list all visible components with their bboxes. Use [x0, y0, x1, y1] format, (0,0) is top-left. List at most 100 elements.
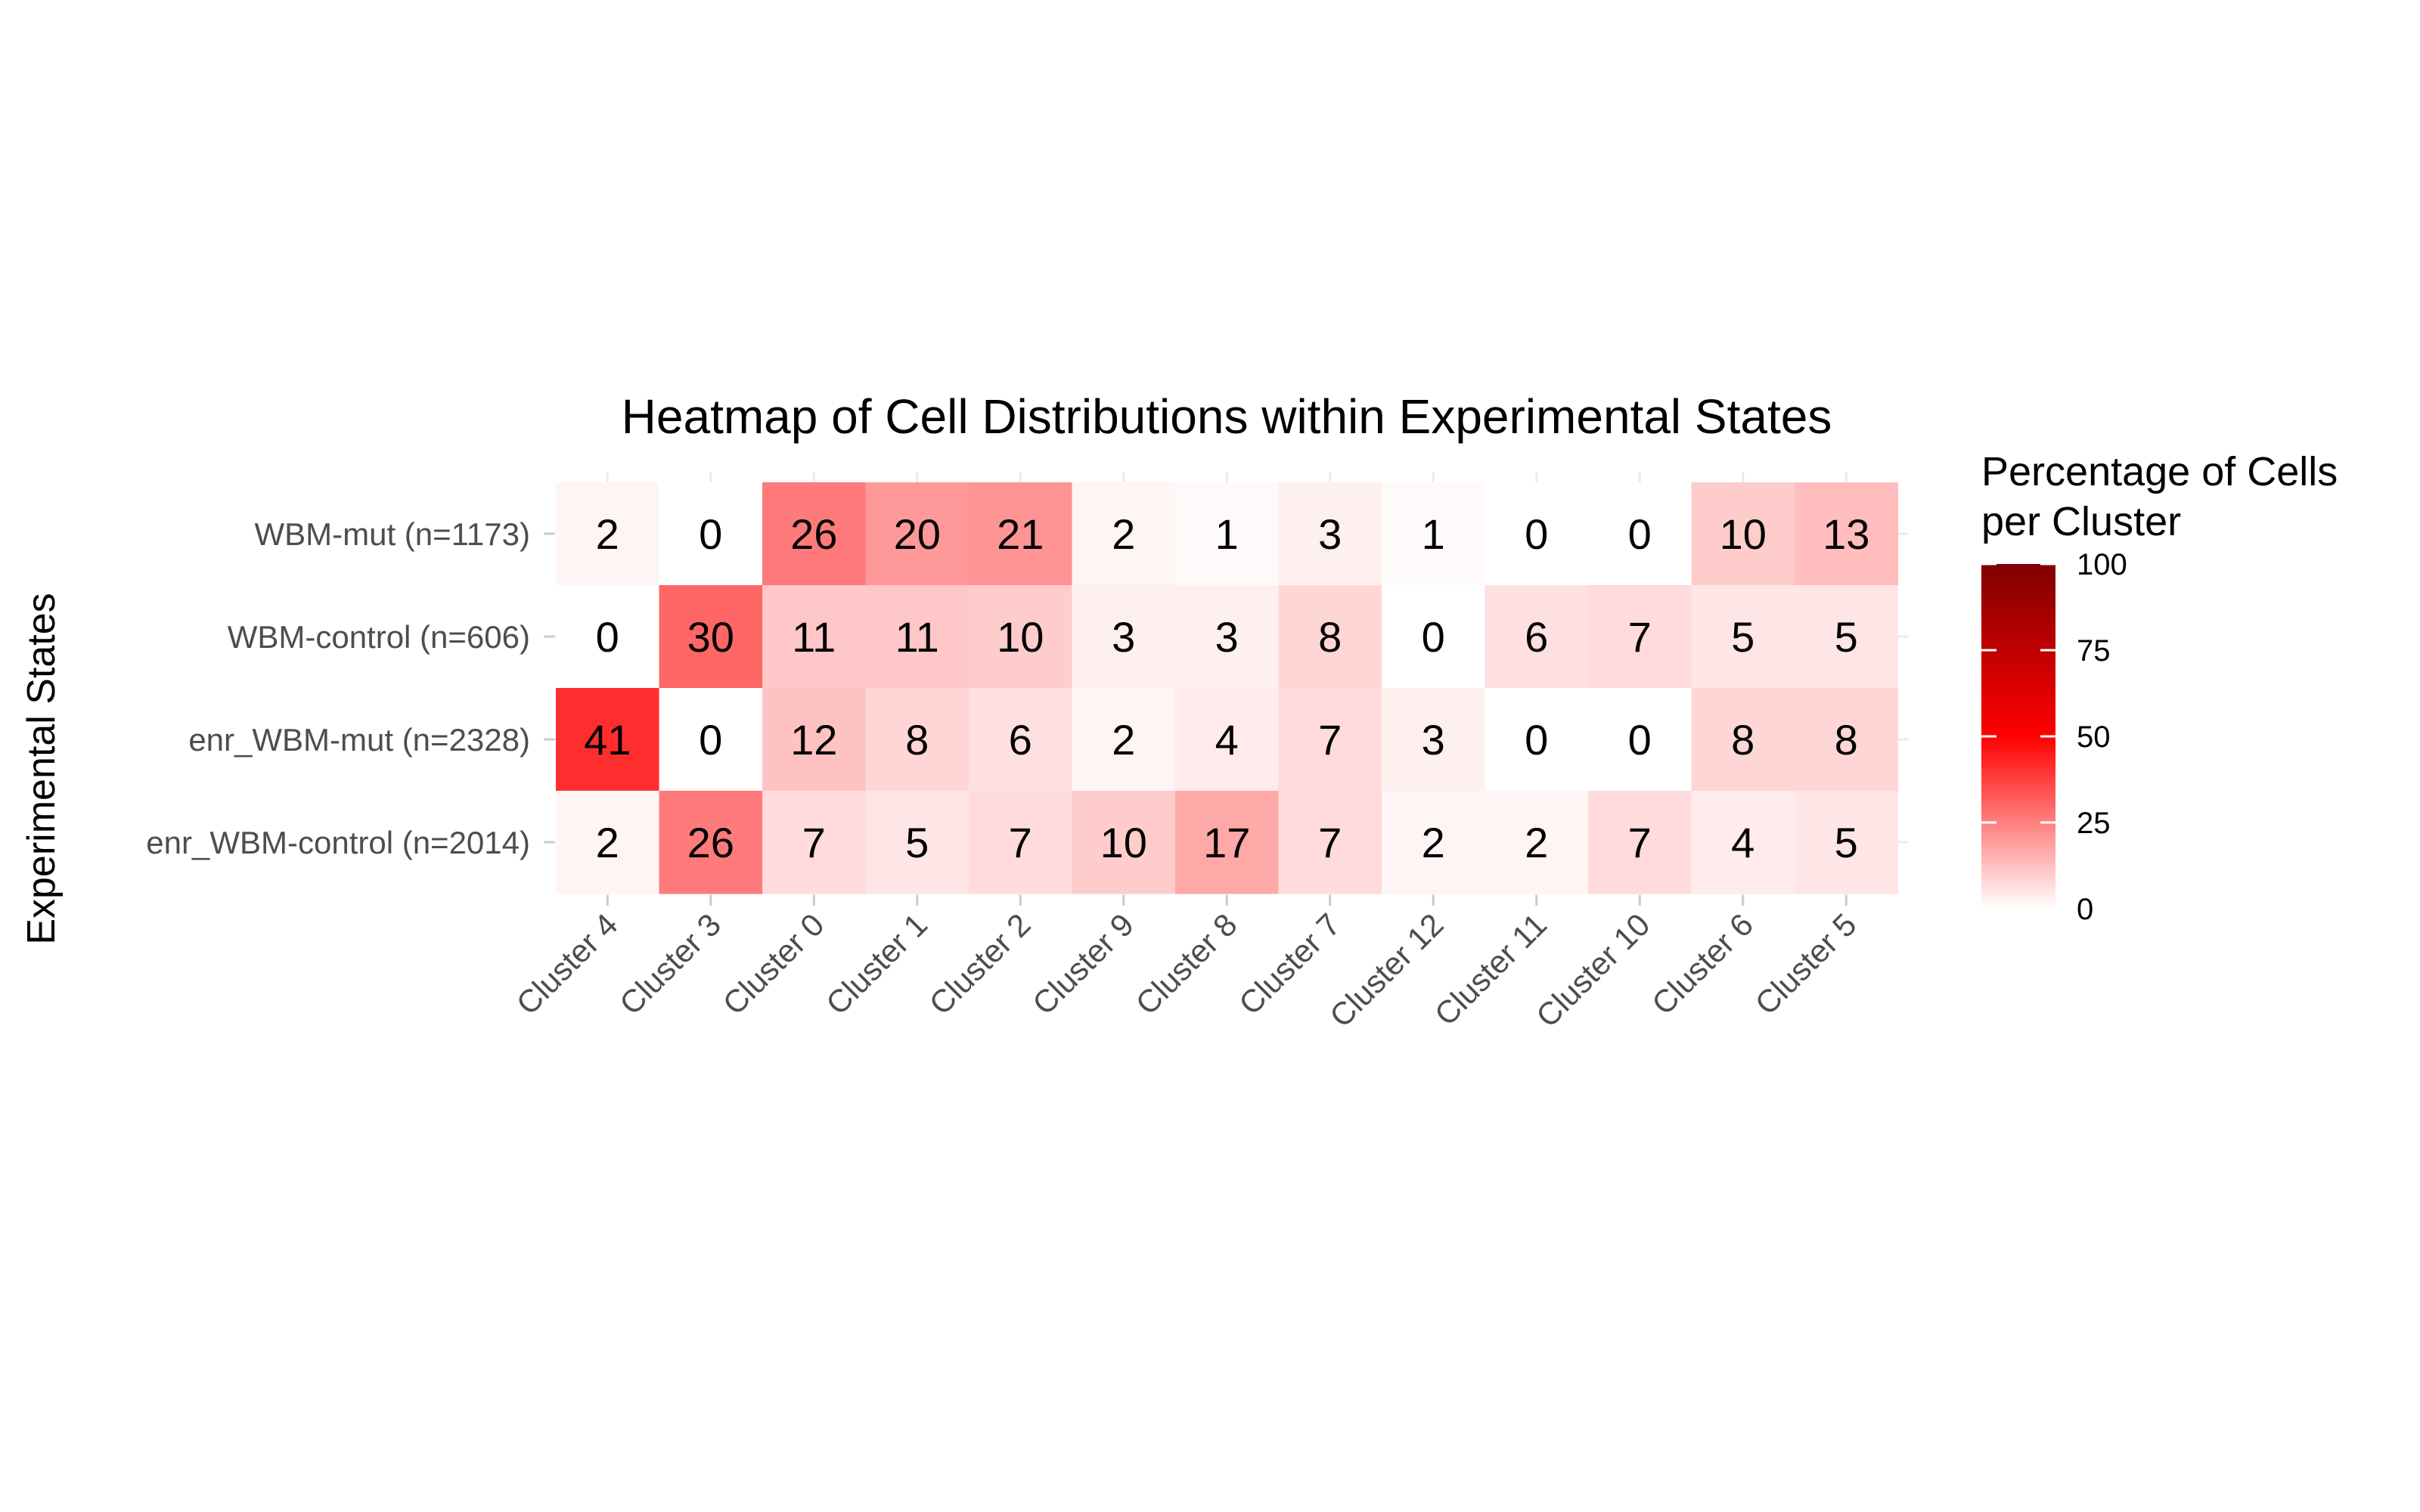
cell-value-label: 8: [905, 716, 929, 764]
heatmap-cell: [1382, 482, 1485, 586]
y-tick-label: enr_WBM-control (n=2014): [146, 825, 530, 860]
x-tick-label: Cluster 5: [1748, 906, 1863, 1021]
cell-value-label: 12: [790, 716, 837, 764]
heatmap-cell: [1485, 482, 1589, 586]
heatmap-cell: [556, 482, 659, 586]
y-axis-ticks: WBM-mut (n=1173) WBM-control (n=606) enr_W…: [146, 516, 554, 860]
y-axis-title: Experimental States: [20, 593, 64, 944]
cell-value-label: 0: [1525, 716, 1548, 764]
heatmap-cell: [1588, 585, 1692, 689]
legend-tick-label: 25: [2077, 807, 2111, 840]
heatmap-cell: [969, 688, 1072, 792]
cell-value-label: 0: [1422, 613, 1445, 661]
heatmap-cell: [1691, 791, 1795, 894]
heatmap-cell: [556, 791, 659, 894]
heatmap-cell: [659, 688, 763, 792]
heatmap-cell: [1795, 791, 1898, 894]
x-tick-label: Cluster 0: [716, 906, 831, 1021]
heatmap-cell: [1278, 791, 1382, 894]
cell-value-label: 5: [1731, 613, 1754, 661]
cell-value-label: 11: [895, 613, 939, 661]
cell-value-label: 4: [1215, 716, 1239, 764]
x-tick-label: Cluster 8: [1129, 906, 1244, 1021]
cell-value-label: 2: [596, 819, 619, 866]
heatmap-cell: [1382, 791, 1485, 894]
cell-value-label: 3: [1422, 716, 1445, 764]
heatmap-cell: [1382, 688, 1485, 792]
cell-value-label: 8: [1731, 716, 1754, 764]
x-tick-label: Cluster 6: [1645, 906, 1760, 1021]
cell-value-label: 10: [997, 613, 1044, 661]
cell-value-label: 3: [1318, 510, 1342, 558]
x-tick-label: Cluster 12: [1323, 906, 1450, 1034]
heatmap-cell: [1175, 585, 1279, 689]
x-tick-label: Cluster 1: [819, 906, 934, 1021]
heatmap-cell: [762, 482, 866, 586]
heatmap-cell: [1795, 482, 1898, 586]
heatmap-cell: [1072, 688, 1176, 792]
legend-tick-label: 50: [2077, 720, 2111, 754]
cell-value-label: 6: [1009, 716, 1032, 764]
cell-value-label: 10: [1100, 819, 1147, 866]
cell-value-label: 0: [699, 716, 722, 764]
cell-value-label: 7: [1628, 819, 1652, 866]
cell-value-label: 5: [1835, 613, 1858, 661]
cell-value-label: 7: [802, 819, 826, 866]
heatmap-cell: [1382, 585, 1485, 689]
heatmap-cell: [865, 482, 970, 586]
legend-ticks: 0 25 50 75 100: [1981, 548, 2127, 926]
cell-value-label: 5: [1835, 819, 1858, 866]
heatmap-cell: [659, 585, 763, 689]
heatmap-cell: [659, 791, 763, 894]
cell-value-label: 30: [687, 613, 734, 661]
y-tick-label: WBM-control (n=606): [228, 619, 530, 655]
heatmap-cell: [1278, 482, 1382, 586]
heatmap-cell: [1588, 482, 1692, 586]
heatmap-cell: [1485, 688, 1589, 792]
heatmap-cells: [556, 482, 1898, 894]
x-tick-label: Cluster 4: [510, 906, 625, 1021]
cell-value-label: 17: [1203, 819, 1250, 866]
cell-value-label: 13: [1823, 510, 1869, 558]
heatmap-cell: [1278, 585, 1382, 689]
color-legend: Percentage of Cells per Cluster 0 25 50 75 1…: [1981, 449, 2338, 926]
heatmap-cell: [1485, 585, 1589, 689]
legend-title-line-2: per Cluster: [1981, 499, 2181, 544]
heatmap-cell: [969, 791, 1072, 894]
cell-value-label: 0: [1525, 510, 1548, 558]
x-tick-label: Cluster 9: [1025, 906, 1140, 1021]
cell-value-label: 1: [1215, 510, 1239, 558]
cell-value-label: 7: [1318, 819, 1342, 866]
cell-value-label: 5: [905, 819, 929, 866]
cell-value-label: 20: [894, 510, 941, 558]
cell-value-label: 7: [1628, 613, 1652, 661]
legend-tick-label: 100: [2077, 548, 2127, 581]
cell-value-label: 7: [1318, 716, 1342, 764]
x-tick-label: Cluster 3: [613, 906, 728, 1021]
cell-value-label: 11: [792, 613, 836, 661]
legend-tick-label: 0: [2077, 893, 2093, 926]
cell-value-labels: 2 0 26 20 21 2 1 3 1 0 0 10 130 30 11 11 10 3 3 8 0 6 7 5 541 0 12…: [584, 510, 1869, 866]
cell-value-label: 8: [1318, 613, 1342, 661]
heatmap-cell: [1588, 791, 1692, 894]
heatmap-cell: [762, 585, 866, 689]
heatmap-cell: [865, 791, 970, 894]
cell-value-label: 10: [1720, 510, 1767, 558]
heatmap-cell: [1072, 585, 1176, 689]
heatmap-cell: [1485, 791, 1589, 894]
cell-value-label: 6: [1525, 613, 1548, 661]
cell-value-label: 26: [790, 510, 837, 558]
cell-value-label: 7: [1009, 819, 1032, 866]
heatmap-cell: [969, 482, 1072, 586]
y-tick-label: WBM-mut (n=1173): [255, 516, 531, 552]
cell-value-label: 2: [1112, 510, 1135, 558]
legend-title-line-1: Percentage of Cells: [1981, 449, 2338, 494]
x-tick-label: Cluster 2: [923, 906, 1038, 1021]
cell-value-label: 0: [596, 613, 619, 661]
heatmap-cell: [1072, 482, 1176, 586]
heatmap-cell: [1175, 482, 1279, 586]
cell-value-label: 1: [1422, 510, 1445, 558]
chart-title: Heatmap of Cell Distributions within Exp…: [622, 389, 1832, 444]
